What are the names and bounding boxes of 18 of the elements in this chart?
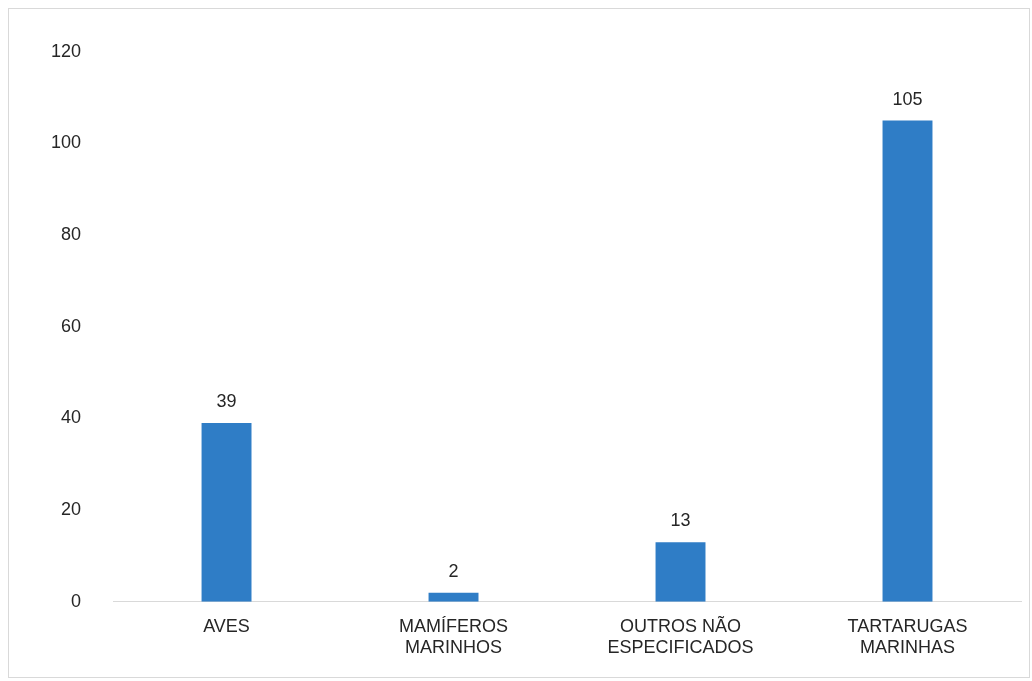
bar [655, 542, 706, 602]
data-label: 105 [892, 88, 923, 109]
y-tick-label: 0 [71, 590, 82, 611]
x-tick-label: TARTARUGAS MARINHAS [847, 615, 968, 658]
y-tick-label: 60 [61, 315, 82, 336]
y-tick-label: 40 [61, 407, 82, 428]
data-label: 39 [216, 391, 237, 412]
y-tick-label: 120 [50, 40, 82, 61]
data-label: 2 [448, 560, 459, 581]
x-tick-label: AVES [203, 615, 250, 636]
x-tick-label: MAMÍFEROS MARINHOS [399, 615, 509, 658]
bar [201, 423, 252, 602]
y-tick-label: 80 [61, 224, 82, 245]
x-tick-label: OUTROS NÃO ESPECIFICADOS [607, 614, 754, 658]
y-tick-label: 20 [61, 499, 82, 520]
data-label: 13 [670, 510, 691, 531]
y-tick-label: 100 [50, 132, 82, 153]
bar [882, 120, 933, 602]
